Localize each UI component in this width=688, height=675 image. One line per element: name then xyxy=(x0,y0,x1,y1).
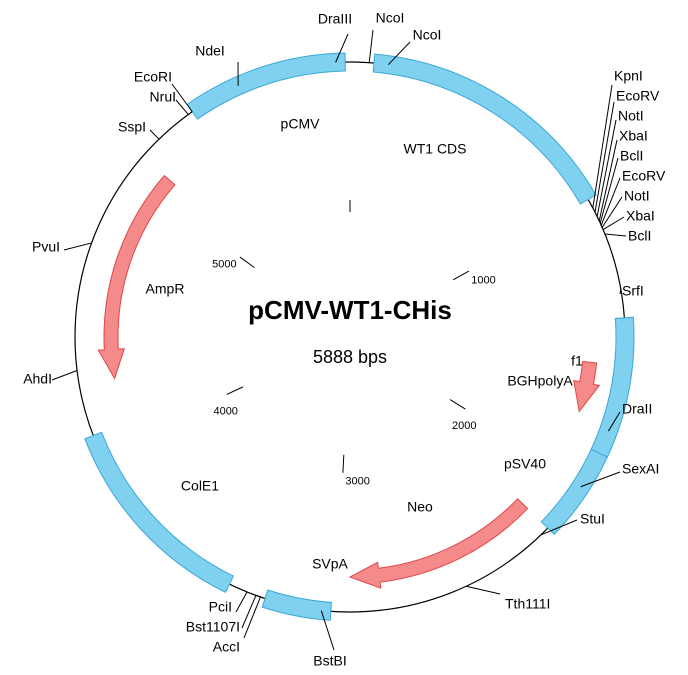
feature-arrow xyxy=(573,360,601,413)
scale-tick xyxy=(239,256,255,269)
site-line xyxy=(175,99,189,115)
feature-label: SVpA xyxy=(312,556,348,572)
site-label: NotI xyxy=(624,188,650,204)
feature-label: pSV40 xyxy=(504,456,546,472)
site-line xyxy=(598,139,618,221)
site-line xyxy=(63,242,92,251)
site-label: BclI xyxy=(628,228,651,244)
site-line xyxy=(320,610,335,651)
site-label: EcoRV xyxy=(616,88,660,104)
site-label: NdeI xyxy=(195,43,225,59)
feature-band xyxy=(372,53,597,205)
site-label: EcoRV xyxy=(622,168,666,184)
site-line xyxy=(600,177,621,226)
site-label: EcoRI xyxy=(134,69,172,85)
scale-label: 3000 xyxy=(345,476,369,488)
feature-band xyxy=(540,448,609,535)
site-line xyxy=(368,29,374,63)
site-line xyxy=(387,41,411,66)
site-line xyxy=(466,585,501,595)
size: 5888 bps xyxy=(313,347,387,367)
site-line xyxy=(601,196,623,228)
scale-label: 4000 xyxy=(213,406,237,418)
scale-tick xyxy=(226,386,244,395)
site-label: NruI xyxy=(150,89,176,105)
site-label: NcoI xyxy=(376,10,405,26)
feature-label: WT1 CDS xyxy=(404,141,467,157)
site-label: SexAI xyxy=(622,461,659,477)
feature-label: pCMV xyxy=(281,116,321,132)
feature-band xyxy=(261,589,332,621)
title: pCMV-WT1-CHis xyxy=(248,295,452,325)
feature-band xyxy=(84,431,235,593)
scale-tick xyxy=(342,454,345,473)
site-label: AccI xyxy=(213,639,240,655)
feature-label: BGHpolyA xyxy=(507,373,573,389)
site-line xyxy=(241,595,257,629)
site-label: KpnI xyxy=(614,68,643,84)
scale-label: 2000 xyxy=(452,420,476,432)
site-line xyxy=(602,216,625,230)
site-line xyxy=(607,411,621,432)
site-line xyxy=(235,591,248,613)
site-line xyxy=(149,129,160,140)
site-line xyxy=(594,101,615,213)
site-label: XbaI xyxy=(619,128,648,144)
site-label: NcoI xyxy=(413,27,442,43)
site-line xyxy=(540,519,578,536)
feature-band xyxy=(186,52,346,120)
site-line xyxy=(619,289,622,295)
site-line xyxy=(599,157,619,224)
site-label: XbaI xyxy=(626,208,655,224)
feature-arrow xyxy=(348,498,529,589)
site-line xyxy=(592,84,613,208)
scale-tick xyxy=(449,399,466,410)
site-label: PvuI xyxy=(32,239,60,255)
site-line xyxy=(51,370,78,381)
site-label: BstBI xyxy=(313,653,346,669)
site-label: Bst1107I xyxy=(186,619,240,635)
site-line xyxy=(171,83,193,113)
site-label: DraIII xyxy=(318,11,352,27)
feature-arrow xyxy=(97,174,176,380)
site-line xyxy=(335,33,349,63)
site-line xyxy=(596,119,617,217)
site-label: BclI xyxy=(620,148,643,164)
site-label: SspI xyxy=(118,119,146,135)
site-line xyxy=(243,596,261,639)
site-label: Tth111I xyxy=(505,596,550,612)
site-label: PciI xyxy=(209,599,232,615)
feature-label: ColE1 xyxy=(181,478,219,494)
site-label: SrfI xyxy=(622,283,644,299)
feature-label: Neo xyxy=(407,499,433,515)
feature-label: AmpR xyxy=(146,281,185,297)
site-label: NotI xyxy=(618,108,644,124)
site-label: StuI xyxy=(580,511,605,527)
site-label: DraII xyxy=(622,401,652,417)
site-label: AhdI xyxy=(23,371,52,387)
site-line xyxy=(580,471,621,488)
scale-tick xyxy=(452,270,470,281)
scale-label: 1000 xyxy=(471,274,495,286)
site-line xyxy=(604,233,627,237)
feature-label: f1 xyxy=(571,353,583,369)
scale-label: 5000 xyxy=(212,258,236,270)
